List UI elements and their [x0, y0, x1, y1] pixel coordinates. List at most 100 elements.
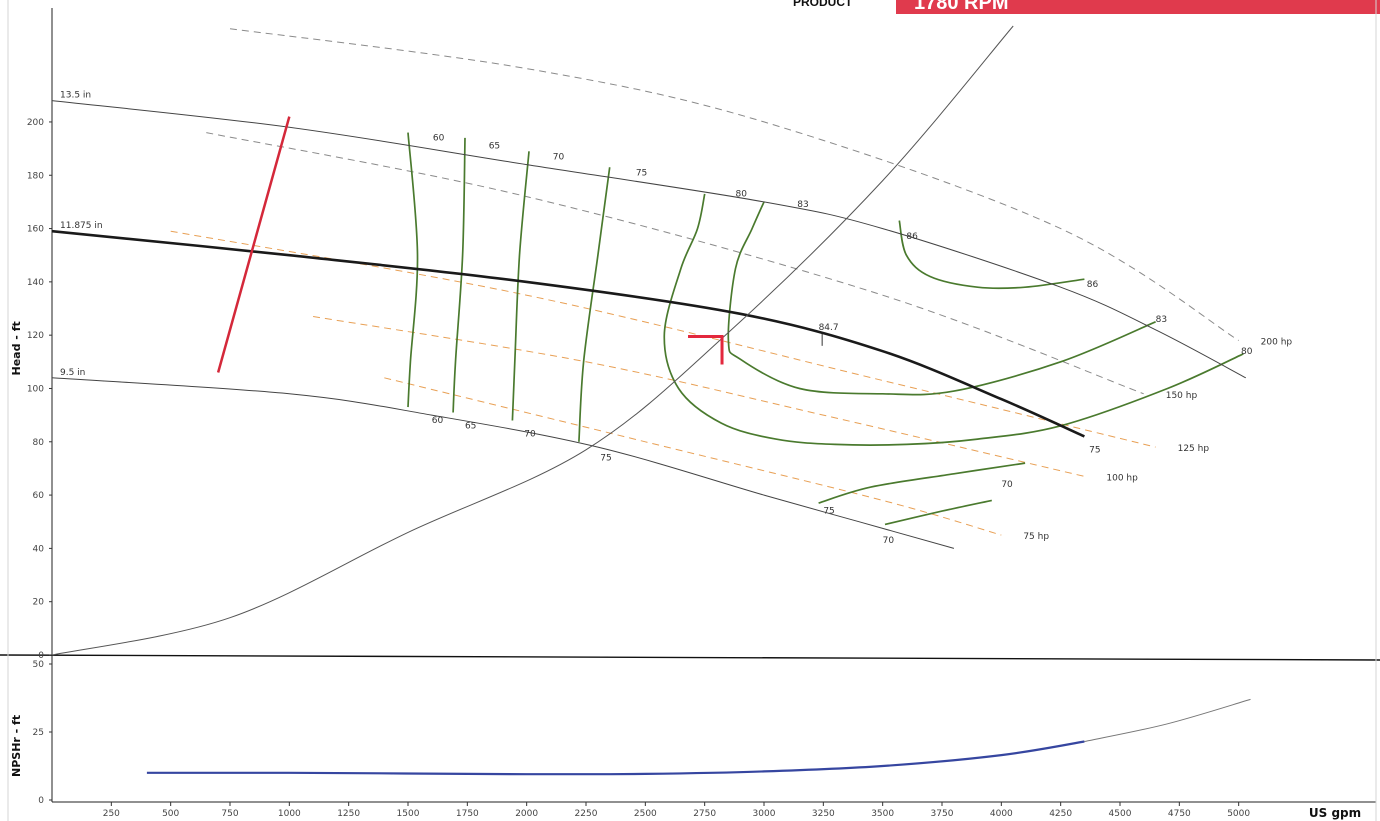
efficiency-contour [578, 167, 611, 442]
power-line [313, 316, 1085, 477]
head-y-tick-label: 120 [27, 331, 44, 341]
efficiency-label: 60 [432, 416, 444, 426]
npsh-curve [146, 740, 1085, 776]
system-curve-group [51, 25, 1014, 656]
impeller-curve [51, 229, 1085, 438]
curve-labels: 200 hp 150 hp 125 hp 100 hp 75 hp 13.5 in 11.8… [60, 91, 1292, 546]
efficiency-label: 80 [736, 190, 748, 200]
system-curve [51, 25, 1014, 656]
x-tick-label: 4750 [1168, 809, 1191, 819]
npsh-y-tick-label: 50 [33, 660, 45, 670]
npsh-y-tick-label: 25 [33, 728, 44, 738]
power-line [384, 377, 1002, 536]
efficiency-label: 83 [797, 200, 808, 210]
efficiency-contour [663, 193, 1244, 446]
x-tick-label: 500 [162, 809, 179, 819]
speed-banner: 1780 RPM [896, 0, 1380, 14]
efficiency-label: 75 [636, 168, 647, 178]
axis-ticks: 0 20 40 60 80 100 120 140 160 180 200 Head - ft [10, 118, 52, 661]
head-y-tick-label: 60 [33, 491, 45, 501]
efficiency-label: 83 [1156, 315, 1167, 325]
x-tick-label: 5000 [1227, 809, 1250, 819]
x-tick-label: 750 [221, 809, 238, 819]
impeller-curve [51, 377, 955, 549]
efficiency-contour [727, 201, 1156, 396]
speed-label: 1780 RPM [914, 0, 1009, 14]
efficiency-label: 86 [1087, 280, 1099, 290]
x-tick-label: 4250 [1049, 809, 1072, 819]
x-tick-label: 250 [103, 809, 120, 819]
efficiency-islands [407, 132, 1244, 526]
power-line-label: 150 hp [1166, 391, 1198, 401]
efficiency-label: 70 [524, 429, 536, 439]
efficiency-label: 75 [600, 453, 611, 463]
power-line-label: 100 hp [1106, 473, 1138, 483]
impeller-label: 13.5 in [60, 91, 91, 101]
efficiency-label: 60 [433, 134, 445, 144]
bep-label: 84.7 [819, 323, 839, 333]
x-tick-label: 3750 [931, 809, 954, 819]
efficiency-label: 75 [1089, 445, 1100, 455]
npsh-y-tick-label: 0 [38, 796, 44, 806]
efficiency-label: 70 [553, 152, 565, 162]
efficiency-contour [407, 132, 419, 408]
head-axis-title: Head - ft [10, 321, 23, 375]
x-tick-label: 1750 [456, 809, 479, 819]
efficiency-label: 80 [1241, 347, 1253, 357]
impeller-curve [51, 100, 1247, 379]
head-y-tick-label: 160 [27, 225, 44, 235]
efficiency-contour [452, 137, 466, 413]
power-line-label: 75 hp [1023, 532, 1049, 542]
x-axis-title: US gpm [1309, 806, 1361, 820]
impeller-label: 9.5 in [60, 368, 85, 378]
impeller-label: 11.875 in [60, 221, 103, 231]
x-tick-label: 2000 [515, 809, 538, 819]
power-lines [170, 28, 1239, 536]
x-tick-label: 4000 [990, 809, 1013, 819]
npsh-axis-title: NPSHr - ft [10, 715, 23, 777]
efficiency-contour [511, 151, 530, 421]
head-y-tick-label: 40 [33, 544, 45, 554]
x-tick-label: 1000 [278, 809, 301, 819]
efficiency-contour [898, 220, 1085, 290]
power-line-label: 125 hp [1178, 444, 1210, 454]
efficiency-label: 70 [1001, 480, 1013, 490]
x-tick-label: 4500 [1109, 809, 1132, 819]
x-tick-label: 2250 [575, 809, 598, 819]
x-tick-label: 3000 [753, 809, 776, 819]
head-y-tick-label: 80 [33, 438, 45, 448]
duty-point-marker [688, 335, 724, 365]
x-tick-label: 1250 [337, 809, 360, 819]
x-tick-label: 2500 [634, 809, 657, 819]
efficiency-contour [818, 462, 1026, 504]
npsh-limit-line [216, 116, 291, 373]
head-y-tick-label: 100 [27, 384, 44, 394]
product-label: PRODUCT [793, 0, 853, 9]
efficiency-contour [884, 499, 992, 526]
head-y-tick-label: 180 [27, 171, 44, 181]
npsh-plot: 0 25 50 NPSHr - ft 250 500 750 1000 1250 1500 1750… [10, 660, 1361, 820]
efficiency-label: 65 [489, 142, 500, 152]
efficiency-label: 70 [883, 536, 895, 546]
impeller-curves [51, 100, 1247, 549]
x-tick-label: 3250 [812, 809, 835, 819]
head-y-tick-label: 140 [27, 278, 44, 288]
head-y-tick-label: 200 [27, 118, 44, 128]
efficiency-label: 65 [465, 421, 476, 431]
x-tick-label: 2750 [693, 809, 716, 819]
efficiency-label: 86 [906, 232, 918, 242]
power-line [229, 28, 1239, 341]
x-tick-label: 3500 [871, 809, 894, 819]
npsh-curve-extension [1084, 698, 1251, 742]
power-line-label: 200 hp [1261, 338, 1293, 348]
power-line [206, 132, 1144, 395]
efficiency-label: 75 [823, 507, 834, 517]
head-y-tick-label: 0 [38, 651, 44, 661]
x-tick-label: 1500 [397, 809, 420, 819]
power-line [170, 230, 1156, 448]
head-y-tick-label: 20 [33, 598, 45, 608]
panel-divider [0, 654, 1380, 661]
